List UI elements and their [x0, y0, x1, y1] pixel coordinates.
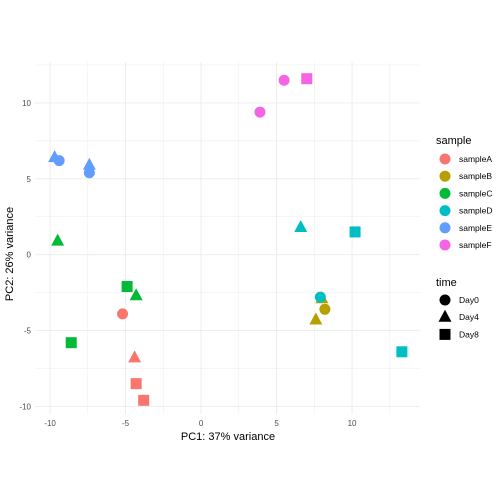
shape-legend-label: Day0	[459, 295, 479, 305]
data-point	[138, 394, 150, 406]
data-point	[294, 219, 308, 232]
color-legend-key	[439, 187, 451, 199]
y-tick-label: -10	[19, 402, 31, 411]
color-legend-key	[439, 205, 451, 217]
color-legend-key	[439, 153, 451, 165]
data-point	[314, 291, 326, 303]
x-tick-label: -10	[44, 419, 56, 428]
color-legend-key	[439, 239, 451, 251]
y-tick-label: 0	[27, 251, 32, 260]
data-point	[82, 157, 96, 170]
shape-legend-key	[439, 294, 451, 306]
data-point	[309, 312, 323, 325]
data-point	[83, 167, 95, 179]
data-point	[65, 337, 77, 349]
data-point	[51, 233, 65, 246]
data-point	[254, 106, 266, 118]
data-point	[396, 346, 408, 358]
shape-legend-label: Day4	[459, 312, 479, 322]
x-tick-label: 10	[348, 419, 357, 428]
axis-ticks: -10 -5 0 5 10 -10 -5 0 5 10	[19, 99, 357, 428]
color-legend-label: sampleA	[459, 154, 492, 164]
color-legend-label: sampleB	[459, 171, 492, 181]
y-axis-title: PC2: 26% variance	[4, 207, 16, 301]
y-tick-label: 10	[22, 99, 31, 108]
data-point	[349, 226, 361, 238]
x-tick-label: 0	[199, 419, 204, 428]
data-point	[319, 303, 331, 315]
data-points	[48, 73, 408, 406]
shape-legend-title: time	[436, 277, 457, 289]
data-point	[301, 73, 313, 85]
data-point	[121, 281, 133, 293]
y-tick-label: 5	[27, 175, 32, 184]
data-point	[117, 308, 129, 320]
y-tick-label: -5	[24, 327, 32, 336]
legend: sample sampleAsampleBsampleCsampleDsampl…	[436, 135, 493, 340]
shape-legend-key	[439, 328, 451, 340]
color-legend-label: sampleC	[459, 188, 493, 198]
color-legend-key	[439, 222, 451, 234]
shape-legend-items: Day0 Day4 Day8	[438, 294, 479, 340]
shape-legend-key	[438, 309, 452, 322]
data-point	[53, 155, 65, 167]
x-tick-label: -5	[122, 419, 130, 428]
color-legend-label: sampleE	[459, 223, 492, 233]
data-point	[278, 74, 290, 86]
data-point	[128, 350, 142, 363]
x-axis-title: PC1: 37% variance	[181, 431, 275, 443]
x-tick-label: 5	[274, 419, 279, 428]
color-legend-label: sampleD	[459, 206, 493, 216]
data-point	[130, 378, 142, 390]
grid-lines	[35, 62, 420, 414]
color-legend-title: sample	[436, 135, 471, 147]
shape-legend-label: Day8	[459, 329, 479, 339]
color-legend-items: sampleA sampleB sampleC sampleD sampleE sampl…	[439, 153, 493, 251]
color-legend-label: sampleF	[459, 240, 492, 250]
color-legend-key	[439, 170, 451, 182]
data-point	[129, 288, 143, 301]
